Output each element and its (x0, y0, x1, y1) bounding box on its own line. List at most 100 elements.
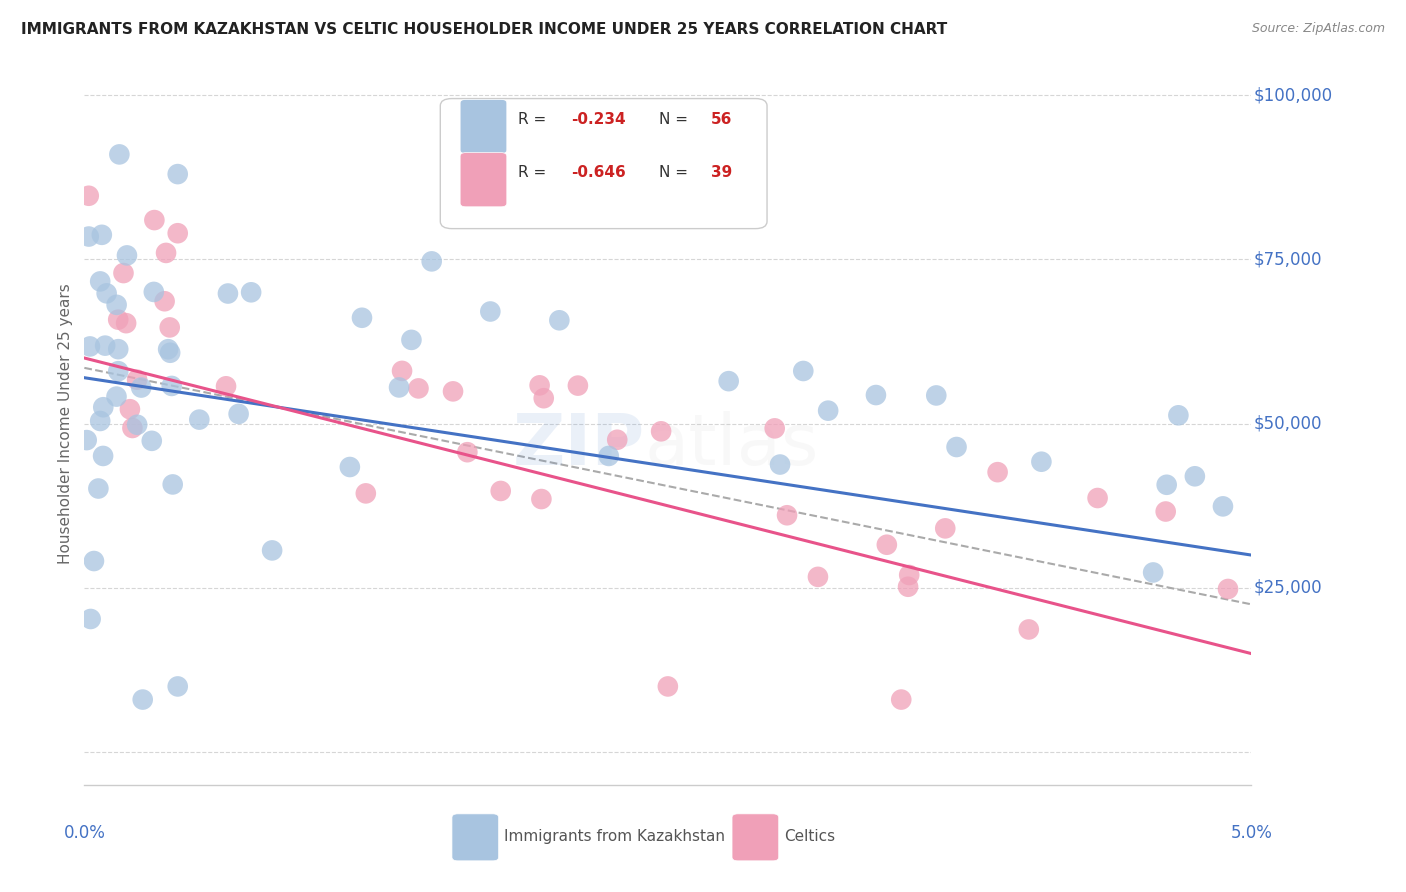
Point (530, 491, 553, 506)
Point (1154, 504, 1177, 518)
Point (890, 692, 912, 706)
Point (1212, 500, 1234, 514)
Point (155, 246, 177, 260)
Point (91, 449, 114, 463)
Text: $100,000: $100,000 (1254, 87, 1333, 104)
Point (657, 680, 679, 694)
Point (87, 482, 110, 496)
Point (141, 434, 163, 448)
Point (456, 445, 478, 459)
Point (1031, 455, 1053, 469)
Point (143, 213, 166, 227)
Point (807, 570, 830, 584)
Point (79, 339, 101, 353)
Point (1018, 623, 1040, 637)
Point (153, 294, 176, 309)
Point (763, 421, 786, 435)
Point (925, 388, 948, 402)
Point (945, 440, 967, 454)
Point (79, 612, 101, 626)
Text: 56: 56 (711, 112, 733, 127)
Point (77, 229, 100, 244)
Point (792, 364, 814, 378)
FancyBboxPatch shape (460, 99, 506, 153)
Text: 5.0%: 5.0% (1230, 824, 1272, 842)
Point (420, 254, 443, 268)
Point (118, 402, 141, 417)
Point (1156, 477, 1178, 491)
Text: Celtics: Celtics (785, 830, 835, 845)
Point (89, 414, 111, 428)
Text: Source: ZipAtlas.com: Source: ZipAtlas.com (1251, 22, 1385, 36)
Text: atlas: atlas (644, 411, 818, 480)
Point (129, 380, 152, 394)
Point (529, 378, 551, 392)
Point (159, 345, 181, 359)
Point (115, 248, 138, 262)
Point (401, 333, 423, 347)
Text: R =: R = (519, 112, 551, 127)
Point (166, 226, 188, 240)
Point (77, 188, 100, 202)
Point (1184, 469, 1206, 483)
Point (354, 486, 377, 500)
Point (166, 167, 188, 181)
Text: R =: R = (519, 165, 551, 180)
Text: $50,000: $50,000 (1254, 415, 1322, 433)
Point (776, 508, 799, 523)
Point (898, 568, 921, 582)
Point (76, 433, 98, 447)
Text: N =: N = (658, 165, 692, 180)
Point (83, 554, 105, 568)
Point (115, 316, 138, 330)
Point (217, 286, 239, 301)
Point (650, 425, 672, 439)
Text: ZIP: ZIP (512, 411, 644, 480)
Point (865, 388, 887, 402)
Point (89, 274, 111, 288)
Point (391, 364, 413, 378)
Point (228, 407, 250, 421)
Point (339, 460, 361, 475)
Point (107, 364, 129, 378)
Point (162, 477, 184, 491)
Text: -0.646: -0.646 (571, 165, 626, 180)
Y-axis label: Householder Income Under 25 years: Householder Income Under 25 years (58, 284, 73, 564)
FancyBboxPatch shape (460, 153, 506, 207)
Point (94, 338, 117, 352)
Text: N =: N = (658, 112, 692, 127)
Text: $25,000: $25,000 (1254, 579, 1322, 597)
Point (96, 286, 118, 301)
Text: -0.234: -0.234 (571, 112, 626, 127)
Point (90, 227, 112, 242)
Point (1087, 491, 1109, 505)
Point (533, 391, 555, 405)
Point (160, 379, 183, 393)
Point (876, 538, 898, 552)
Point (1216, 582, 1239, 596)
Text: 39: 39 (711, 165, 733, 180)
Point (769, 458, 792, 472)
Point (112, 266, 135, 280)
Point (240, 285, 263, 300)
Point (606, 433, 628, 447)
Point (1142, 566, 1164, 580)
Point (188, 412, 211, 426)
Point (127, 417, 149, 432)
Point (598, 449, 620, 463)
Point (441, 384, 464, 399)
Point (108, 147, 131, 161)
Point (215, 379, 238, 393)
FancyBboxPatch shape (451, 814, 499, 861)
Point (350, 310, 373, 325)
Point (897, 580, 920, 594)
Point (987, 465, 1010, 479)
Point (934, 521, 956, 535)
Text: 0.0%: 0.0% (63, 824, 105, 842)
Point (121, 421, 143, 435)
Point (142, 285, 165, 299)
Point (107, 312, 129, 326)
Point (157, 342, 180, 356)
Text: $75,000: $75,000 (1254, 251, 1322, 268)
Point (1167, 409, 1189, 423)
